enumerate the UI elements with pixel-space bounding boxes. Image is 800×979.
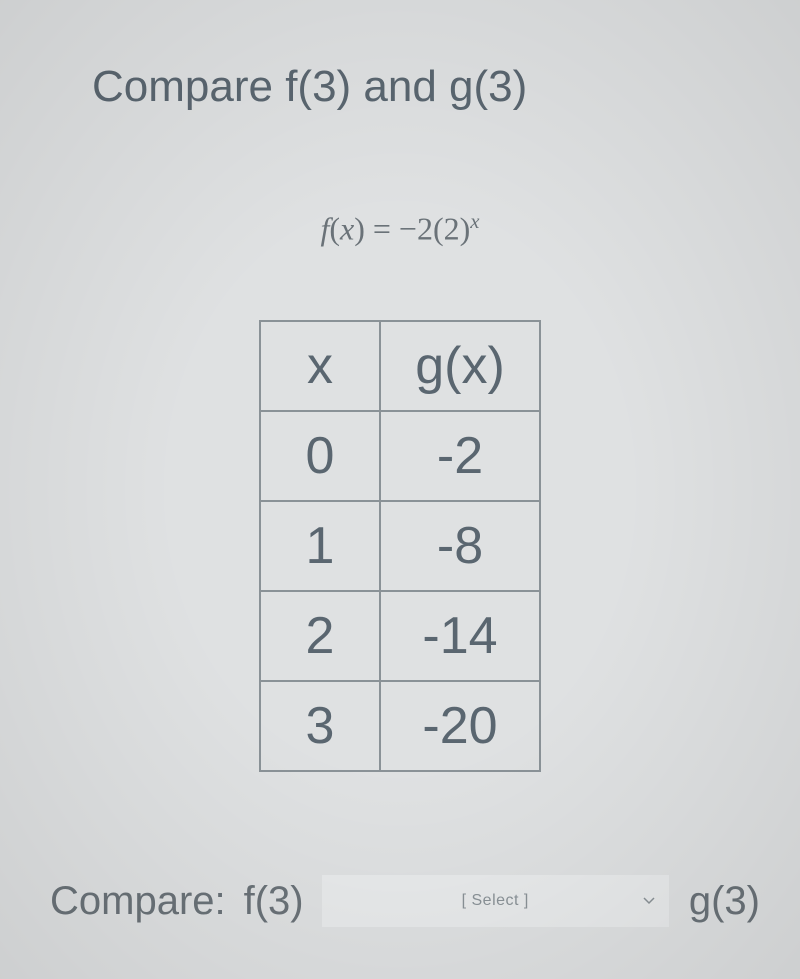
table-header-gx: g(x)	[380, 321, 540, 411]
table-cell: -2	[380, 411, 540, 501]
table-cell: 0	[260, 411, 380, 501]
table-cell: -20	[380, 681, 540, 771]
compare-right-term: g(3)	[689, 879, 760, 924]
formula-paren-open: (	[329, 211, 340, 247]
table-cell: 3	[260, 681, 380, 771]
formula-rhs: −2(2)	[399, 211, 470, 247]
compare-left-term: f(3)	[244, 879, 304, 924]
comparison-select[interactable]: [ Select ]	[322, 875, 669, 927]
compare-row: Compare: f(3) [ Select ] g(3)	[50, 875, 760, 927]
question-heading: Compare f(3) and g(3)	[92, 62, 527, 112]
function-formula: f(x) = −2(2)x	[0, 210, 800, 248]
select-placeholder: [ Select ]	[462, 892, 529, 910]
formula-exponent: x	[470, 210, 479, 233]
value-table: x g(x) 0 -2 1 -8 2 -14 3 -20	[259, 320, 541, 772]
table-header-x: x	[260, 321, 380, 411]
formula-var: x	[340, 211, 354, 247]
table-row: 0 -2	[260, 411, 540, 501]
formula-paren-close-eq: ) =	[354, 211, 399, 247]
table-row: x g(x)	[260, 321, 540, 411]
chevron-down-icon	[643, 897, 655, 905]
table-row: 1 -8	[260, 501, 540, 591]
g-table: x g(x) 0 -2 1 -8 2 -14 3 -20	[259, 320, 541, 772]
table-cell: -14	[380, 591, 540, 681]
table-cell: -8	[380, 501, 540, 591]
table-row: 3 -20	[260, 681, 540, 771]
compare-prefix: Compare:	[50, 879, 226, 924]
table-cell: 2	[260, 591, 380, 681]
table-row: 2 -14	[260, 591, 540, 681]
table-cell: 1	[260, 501, 380, 591]
